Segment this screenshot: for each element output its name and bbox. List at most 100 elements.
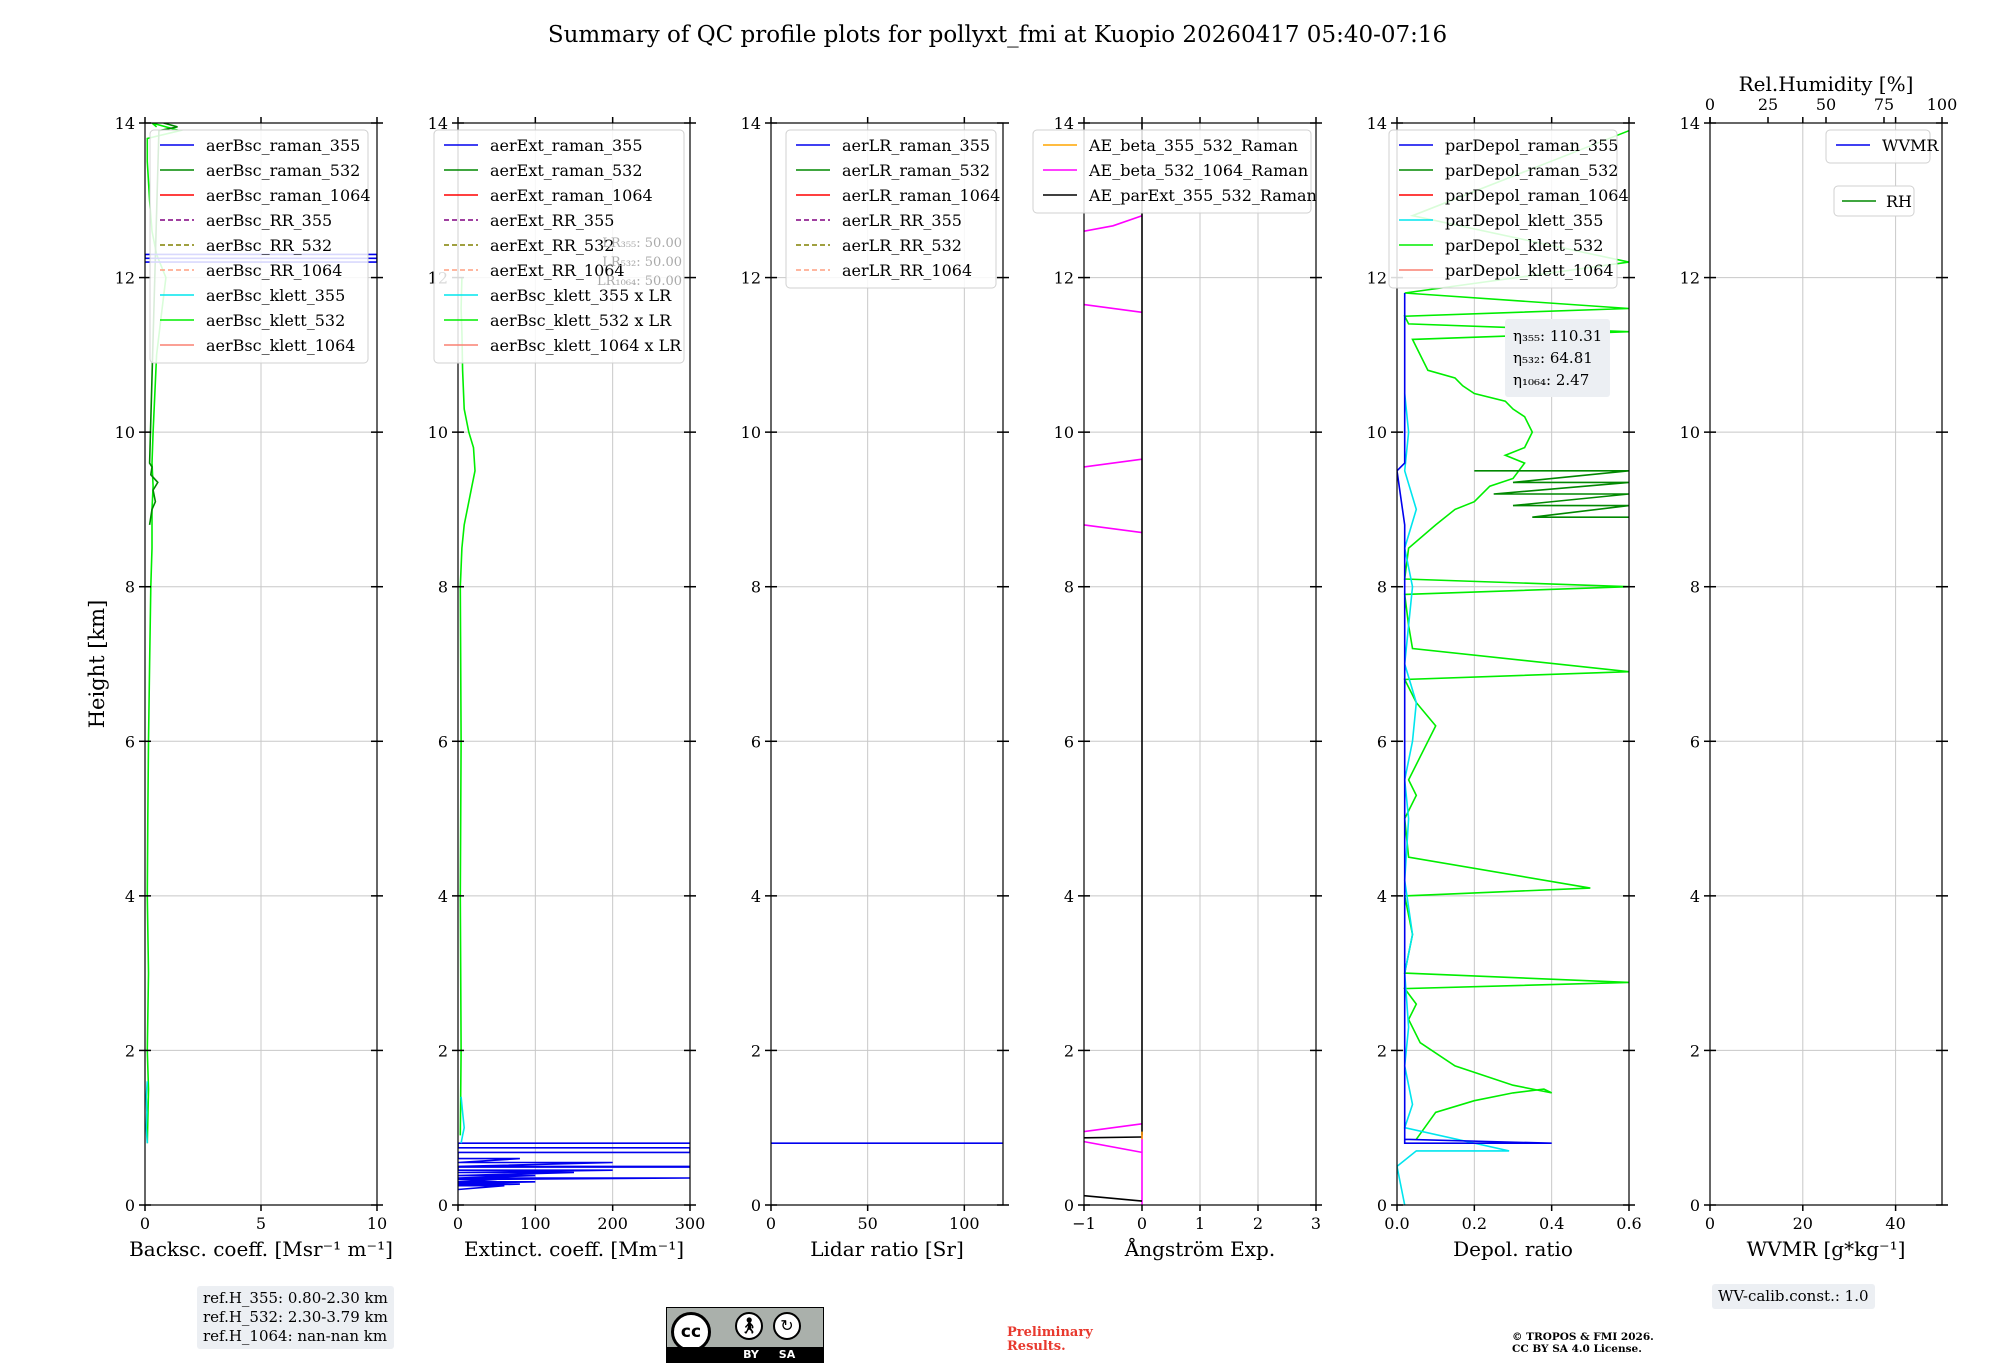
x-tick-label: 0 (140, 1214, 150, 1233)
eta-532: η₅₃₂: 64.81 (1513, 349, 1593, 367)
lr-label: LR₁₀₆₄: 50.00 (597, 274, 682, 289)
legend-label: parDepol_klett_532 (1445, 236, 1603, 255)
axes-frame-extinction (457, 122, 691, 1206)
legend-label: aerLR_raman_355 (842, 136, 990, 155)
lr-label: LR₃₅₅: 50.00 (602, 236, 682, 251)
y-tick-label: 4 (1064, 887, 1074, 906)
legend-label: aerBsc_RR_1064 (206, 261, 342, 280)
x-tick-label: 40 (1885, 1214, 1905, 1233)
legend-label: parDepol_raman_532 (1445, 161, 1618, 180)
y-tick-label: 2 (751, 1041, 761, 1060)
y-tick-label: 6 (1377, 732, 1387, 751)
top-x-tick-label: 0 (1705, 95, 1715, 114)
panel-wvmr: 0 2 4 6 8 10 12 14 0 20 40 WVMR [g*kg⁻¹] 0 25 50 75 100 R… (1680, 72, 1958, 1261)
series-line-AE_beta_532_1064_Raman (1084, 303, 1143, 314)
x-tick-label: 1 (1195, 1214, 1205, 1233)
y-tick-label: 12 (115, 269, 135, 288)
grid-angstrom (1083, 122, 1317, 1206)
y-tick-label: 10 (1054, 423, 1074, 442)
x-tick-label: 300 (675, 1214, 706, 1233)
y-tick-label: 8 (1377, 578, 1387, 597)
series-angstrom (1084, 123, 1143, 1205)
y-tick-label: 10 (741, 423, 761, 442)
legend-extinction: aerExt_raman_355 aerExt_raman_532 aerExt_r… (433, 129, 685, 364)
legend-label: parDepol_raman_1064 (1445, 186, 1629, 205)
legend-label: aerLR_raman_1064 (842, 186, 1000, 205)
legend-box (433, 129, 685, 364)
legend-label: aerBsc_raman_1064 (206, 186, 371, 205)
y-tick-label: 6 (438, 732, 448, 751)
legend-label: aerBsc_klett_1064 (206, 336, 355, 355)
series-extinction (458, 277, 690, 1191)
y-tick-label: 2 (1064, 1041, 1074, 1060)
copyright-note: © TROPOS & FMI 2026. CC BY SA 4.0 Licens… (1512, 1331, 1654, 1355)
y-tick-label: 12 (1054, 269, 1074, 288)
legend-label: parDepol_raman_355 (1445, 136, 1618, 155)
legend-label: aerBsc_klett_532 x LR (490, 311, 672, 330)
x-tick-label: 10 (367, 1214, 387, 1233)
ref-h-1064: ref.H_1064: nan-nan km (203, 1327, 388, 1345)
eta-355: η₃₅₅: 110.31 (1513, 327, 1603, 345)
x-tick-label: −1 (1072, 1214, 1096, 1233)
series-line-AE_beta_532_1064_Raman (1084, 524, 1143, 534)
wv-calib-const: WV-calib.const.: 1.0 (1718, 1287, 1869, 1305)
legend-box (149, 129, 369, 364)
x-tick-label: 0 (1705, 1214, 1715, 1233)
legend2-label: RH (1886, 192, 1912, 211)
legend-box (785, 129, 997, 289)
top-x-tick-label: 50 (1816, 95, 1836, 114)
wv-calib-info: WV-calib.const.: 1.0 (1712, 1284, 1875, 1309)
y-tick-label: 6 (1064, 732, 1074, 751)
y-tick-label: 14 (1054, 114, 1074, 133)
legend-label: AE_parExt_355_532_Raman (1088, 186, 1317, 205)
legend-label: aerExt_RR_532 (490, 236, 614, 255)
preliminary-line-1: Preliminary (1007, 1325, 1093, 1340)
cc-sa-label: SA (778, 1348, 796, 1361)
y-tick-label: 10 (1367, 423, 1387, 442)
panel-lidar-ratio: 0 2 4 6 8 10 12 14 0 50 100 Lidar ratio [Sr] aerLR_r… (741, 114, 1009, 1261)
x-axis-label: Depol. ratio (1453, 1237, 1573, 1261)
legend-label: aerExt_raman_355 (490, 136, 643, 155)
y-tick-label: 14 (115, 114, 135, 133)
lr-label: LR₅₃₂: 50.00 (602, 255, 682, 270)
top-x-tick-label: 25 (1758, 95, 1778, 114)
legend-label: aerLR_RR_355 (842, 211, 962, 230)
legend-depol: parDepol_raman_355 parDepol_raman_532 parD… (1388, 129, 1629, 289)
legend-label: parDepol_klett_355 (1445, 211, 1603, 230)
x-tick-label: 5 (256, 1214, 266, 1233)
x-axis-label: Ångström Exp. (1124, 1236, 1275, 1261)
y-tick-label: 4 (1690, 887, 1700, 906)
series-line-aerBsc_raman_532 (148, 123, 178, 526)
legend2-wvmr: RH (1833, 185, 1915, 217)
legend-label: aerLR_raman_532 (842, 161, 990, 180)
cc-by-label: BY (743, 1348, 759, 1361)
legend-box (1388, 129, 1618, 289)
y-tick-label: 14 (428, 114, 448, 133)
x-tick-label: 100 (520, 1214, 551, 1233)
legend-label: aerExt_RR_1064 (490, 261, 625, 280)
panel-backscatter: 0 2 4 6 8 10 12 14 0 5 10 Backsc. coeff. [Msr⁻¹ m⁻¹… (115, 114, 393, 1261)
y-tick-label: 2 (438, 1041, 448, 1060)
copyright-line-1: © TROPOS & FMI 2026. (1512, 1331, 1654, 1343)
top-x-tick-label: 75 (1874, 95, 1894, 114)
series-line-parDepol_raman_355 (1397, 293, 1552, 1144)
ref-height-info: ref.H_355: 0.80-2.30 km ref.H_532: 2.30-… (197, 1286, 394, 1349)
x-axis-label: Backsc. coeff. [Msr⁻¹ m⁻¹] (129, 1237, 393, 1261)
y-tick-label: 0 (1064, 1196, 1074, 1215)
panel-depol: 0 2 4 6 8 10 12 14 0.0 0.2 0.4 0.6 Depol. ratio parDe… (1367, 114, 1642, 1261)
y-tick-label: 2 (125, 1041, 135, 1060)
legend-box (1032, 129, 1312, 214)
x-tick-label: 0.0 (1384, 1214, 1409, 1233)
y-tick-label: 14 (741, 114, 761, 133)
x-tick-label: 100 (949, 1214, 980, 1233)
y-tick-label: 4 (1377, 887, 1387, 906)
legend-label: AE_beta_532_1064_Raman (1088, 161, 1308, 180)
y-tick-label: 14 (1367, 114, 1387, 133)
panel-extinction: 024681012140100200300Extinct. coeff. [Mm… (428, 114, 706, 1261)
legend-label: aerBsc_klett_532 (206, 311, 345, 330)
x-tick-label: 0 (453, 1214, 463, 1233)
x-tick-label: 0.4 (1539, 1214, 1564, 1233)
series-line-AE_beta_532_1064_Raman (1084, 214, 1143, 232)
axes-frame-wvmr (1709, 122, 1943, 1206)
y-axis-label: Height [km] (85, 600, 109, 729)
